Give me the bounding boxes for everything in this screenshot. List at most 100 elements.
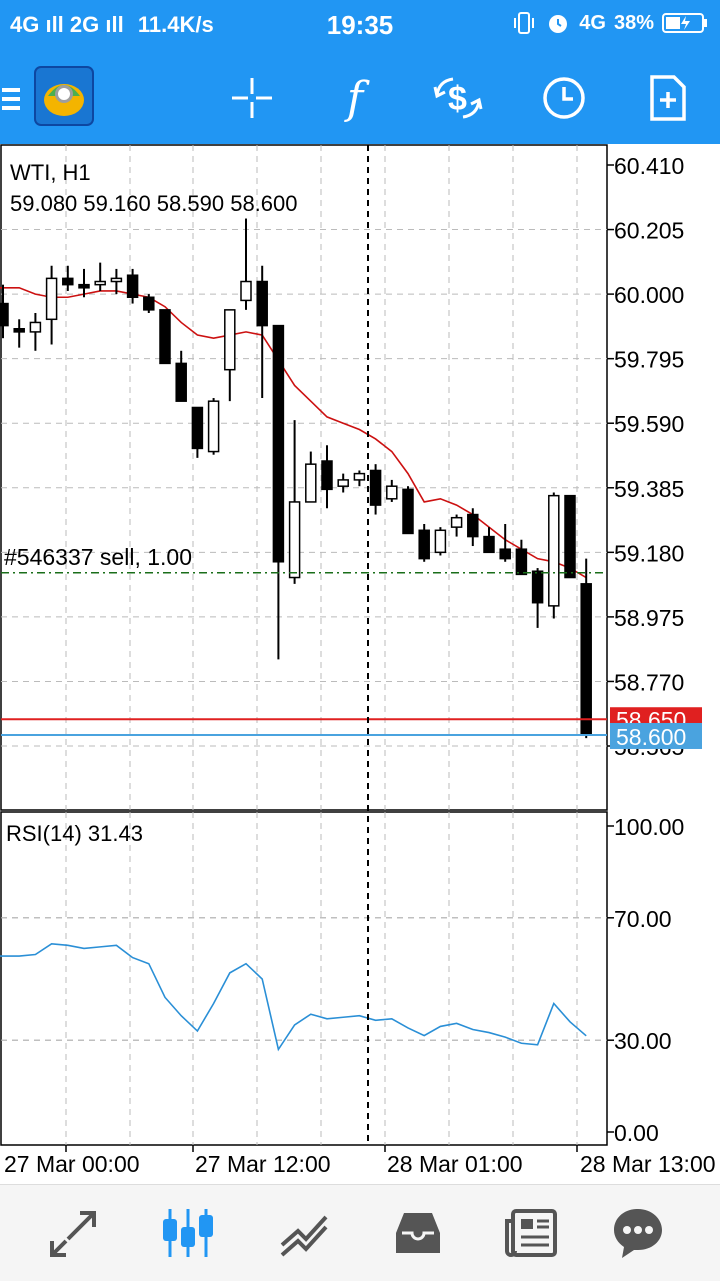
candle-body-bearish [78,283,90,289]
candle-body-bearish [564,494,576,579]
candle-body-bullish [45,277,58,321]
candle [483,527,495,554]
candle [159,309,171,365]
chart-icon [163,1209,213,1257]
candle [531,568,544,628]
nav-chart[interactable] [158,1203,218,1263]
candle-body-bullish [240,280,252,302]
clock-icon [543,77,585,119]
price-tick-label: 60.000 [614,282,684,308]
crosshair-button[interactable] [224,70,280,126]
candle [418,523,430,562]
candle [515,539,528,576]
candle-body-bearish [272,324,285,563]
candle [386,479,398,502]
candle-body-bullish [29,321,42,333]
menu-button[interactable] [0,70,42,126]
candle-body-bearish [499,548,511,560]
function-icon: f [346,72,364,124]
open-order-label: #546337 sell, 1.00 [4,544,192,570]
candle [94,262,106,291]
candle-body-bearish [369,469,382,506]
candle-body-bullish [94,280,106,286]
network-speed: 11.4K/s [137,12,214,37]
ask-price-tag [610,722,702,749]
candle [143,294,155,314]
candle [337,473,349,493]
new-document-icon [650,75,686,121]
candle [272,324,285,660]
nav-chat[interactable] [608,1203,668,1263]
network-status: 4G ıll 2G ıll 11.4K/s [10,12,214,38]
candle [110,268,123,295]
nav-quotes[interactable] [44,1203,104,1263]
candle-body-bearish [159,309,171,365]
signal-4g-label: 4G [579,11,606,34]
news-icon [505,1209,557,1257]
candle-body-bearish [321,460,333,491]
rsi-tick-label: 30.00 [614,1028,672,1054]
candle [434,527,447,556]
candle [402,486,414,535]
metatrader-logo-button[interactable] [34,66,94,126]
nav-trade[interactable] [274,1203,334,1263]
rsi-line [0,942,587,1052]
battery-icon [662,13,707,33]
chat-icon [614,1209,662,1258]
nav-history[interactable] [388,1203,448,1263]
candle [0,284,9,339]
candle [450,514,463,537]
rsi-tick-label: 70.00 [614,906,672,932]
candle-body-bullish [305,463,317,503]
candle-body-bearish [62,277,74,286]
candle-body-bullish [337,479,349,487]
candle-body-bearish [531,570,544,604]
rsi-tick-label: 100.00 [614,814,684,840]
candle [467,508,479,547]
candle-body-bearish [143,296,155,311]
candle [78,268,90,298]
metatrader-logo [34,66,94,126]
price-tick-label: 59.590 [614,411,684,437]
candle-body-bearish [402,488,414,535]
candle [45,265,58,345]
new-order-button[interactable] [640,70,696,126]
candle-body-bearish [191,406,204,450]
candle [548,492,560,619]
candle [580,558,592,739]
indicators-button[interactable]: f [327,70,383,126]
main-pane[interactable] [0,144,608,811]
candle-body-bearish [418,529,430,560]
chart-svg[interactable]: 60.410 60.205 60.000 59.795 59.590 59.385 59.1… [0,144,720,1184]
candle [353,470,366,487]
candle [369,464,382,515]
candle [321,445,333,509]
symbol-timeframe-label: WTI, H1 [10,160,91,185]
candle [288,420,301,584]
candle [126,268,139,304]
toolbar: f $ [0,50,720,144]
symbols-button[interactable]: $ [430,70,486,126]
currency-exchange-icon: $ [433,77,483,119]
price-tick-label: 59.180 [614,540,684,566]
candle-body-bearish [126,274,139,299]
crosshair-icon [232,78,272,118]
candle-body-bullish [353,472,366,481]
menu-icon [2,88,20,110]
chart-area[interactable]: 60.410 60.205 60.000 59.795 59.590 59.385 59.1… [0,144,720,1184]
nav-news[interactable] [502,1203,562,1263]
rsi-pane[interactable] [0,811,608,1146]
candle-body-bearish [13,328,25,333]
candle [207,398,220,455]
svg-text:$: $ [448,80,467,118]
price-tick-label: 59.385 [614,476,684,502]
price-tick-label: 60.205 [614,218,684,244]
candle-body-bullish [110,277,123,283]
time-tick-label: 28 Mar 01:00 [387,1151,523,1177]
battery-label: 38% [613,11,654,34]
clock-time: 19:35 [326,10,394,40]
candle [62,265,74,291]
timeframe-button[interactable] [536,70,592,126]
history-icon [396,1213,440,1253]
candle [175,350,187,402]
